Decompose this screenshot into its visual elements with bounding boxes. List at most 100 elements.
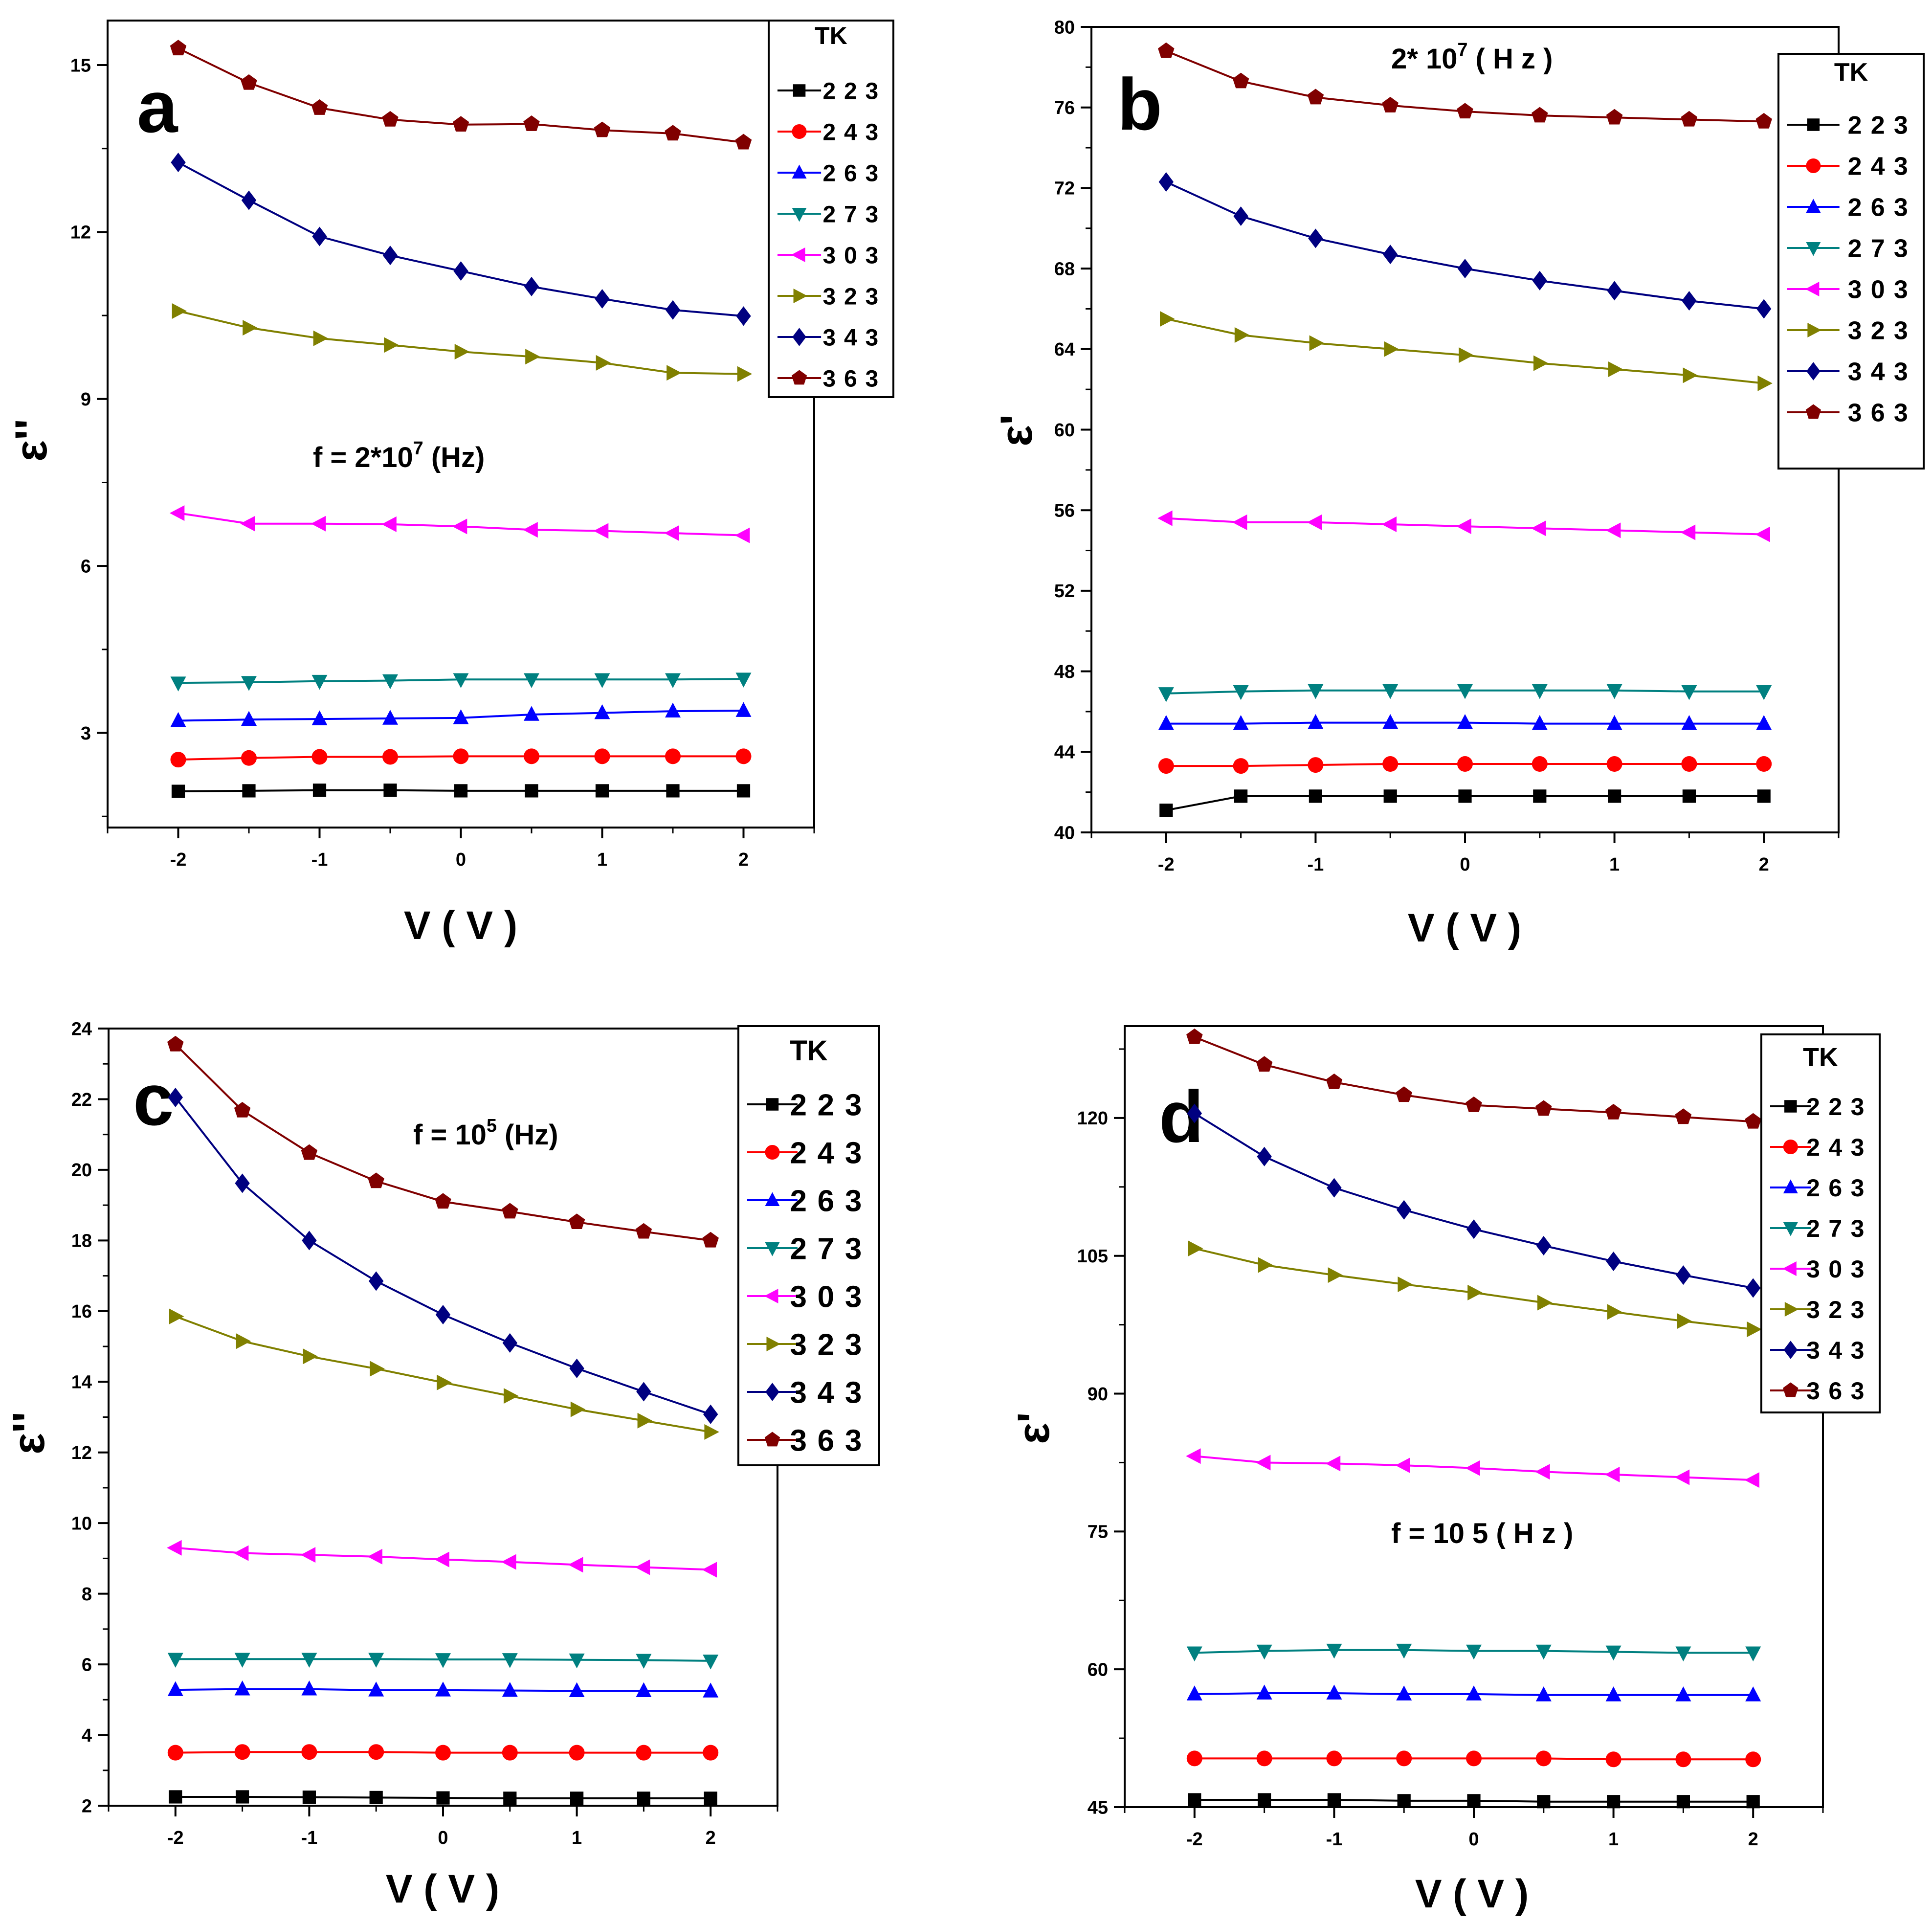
data-point [311, 99, 328, 115]
data-point [1681, 756, 1697, 772]
data-point [1606, 684, 1622, 699]
x-tick-label: 0 [456, 850, 466, 870]
y-tick-label: 44 [1054, 742, 1075, 763]
data-point [452, 116, 469, 132]
data-point [1757, 789, 1771, 803]
legend-marker [766, 1337, 780, 1351]
y-tick-label: 120 [1077, 1108, 1108, 1129]
data-point [569, 1745, 585, 1761]
data-point [369, 1271, 384, 1291]
legend-label: 263 [823, 160, 887, 186]
series-243 [170, 748, 752, 768]
series-273 [167, 1653, 719, 1670]
y-tick-label: 4 [82, 1725, 92, 1746]
data-point [594, 121, 611, 137]
data-point [369, 1791, 383, 1804]
data-point [702, 1562, 717, 1578]
series-323 [1188, 1240, 1762, 1338]
data-point [1744, 1472, 1759, 1488]
legend-label: 243 [823, 119, 887, 145]
data-point [1745, 1113, 1761, 1129]
data-point [1308, 757, 1324, 773]
data-point [704, 1792, 717, 1805]
legend-label: 273 [823, 202, 887, 227]
data-point [1327, 1178, 1342, 1198]
data-point [167, 1653, 183, 1668]
data-point [1258, 1793, 1271, 1807]
data-point [1532, 270, 1547, 291]
y-tick-label: 64 [1054, 339, 1075, 360]
data-point [1186, 1750, 1202, 1767]
data-point [384, 337, 399, 353]
data-point [1532, 684, 1548, 699]
data-point [452, 518, 467, 535]
data-point [1256, 1684, 1272, 1700]
plot-frame [1090, 26, 1840, 833]
legend-label: 223 [823, 78, 887, 104]
y-tick-label: 12 [71, 1443, 92, 1463]
data-point [704, 1424, 719, 1440]
frequency-annotation: f = 105 (Hz) [413, 1115, 558, 1151]
data-point [1745, 1646, 1761, 1661]
data-point [1606, 522, 1621, 538]
data-point [1532, 715, 1548, 730]
data-point [1756, 685, 1772, 700]
data-point [1234, 327, 1250, 343]
x-tick-label: 0 [1468, 1829, 1479, 1850]
data-point [1233, 758, 1249, 774]
series-263 [167, 1680, 719, 1698]
data-point [1677, 1313, 1692, 1329]
data-point [1746, 1795, 1760, 1809]
data-point [435, 1681, 451, 1697]
series-323 [1160, 311, 1773, 391]
data-point [367, 1548, 382, 1565]
legend-marker [1783, 1179, 1798, 1193]
data-point [568, 1557, 583, 1573]
legend-title: TK [1834, 58, 1868, 87]
legend-label: 343 [1848, 358, 1917, 386]
data-point [1326, 1074, 1343, 1089]
legend-marker [793, 84, 806, 97]
data-point [1605, 1104, 1622, 1120]
data-point [368, 1744, 384, 1760]
data-point [240, 515, 255, 532]
legend-label: 243 [1848, 153, 1917, 181]
data-point [1308, 684, 1324, 699]
legend-label: 273 [1848, 235, 1917, 263]
data-point [524, 673, 539, 688]
legend-marker [1784, 1302, 1799, 1317]
data-point [1535, 1464, 1550, 1480]
data-point [1535, 1750, 1552, 1767]
data-point [1606, 109, 1623, 125]
data-point [1680, 524, 1696, 540]
data-point [636, 1745, 652, 1761]
series-243 [167, 1744, 719, 1761]
data-point [1158, 715, 1174, 730]
data-point [1457, 103, 1473, 119]
data-point [702, 1232, 719, 1248]
legend-label: 343 [823, 325, 887, 351]
x-tick-label: -2 [170, 850, 187, 870]
data-point [737, 366, 753, 382]
legend-box [768, 20, 894, 398]
legend-marker [792, 328, 806, 346]
legend-label: 263 [790, 1184, 872, 1218]
data-point [1396, 1685, 1412, 1701]
series-243 [1158, 756, 1772, 774]
y-tick-label: 72 [1054, 179, 1075, 199]
legend-label: 223 [1848, 112, 1917, 140]
y-tick-label: 6 [82, 1655, 92, 1675]
series-363 [170, 40, 752, 150]
data-point [1681, 715, 1697, 730]
data-point [242, 784, 256, 798]
data-point [703, 1655, 719, 1670]
annotation-unit: (Hz) [423, 442, 485, 473]
data-point [1458, 789, 1472, 803]
data-point [735, 134, 752, 150]
legend-box [1777, 53, 1925, 470]
y-tick-label: 52 [1054, 581, 1075, 602]
data-point [435, 1305, 451, 1325]
annotation-base: f = 10 [413, 1119, 487, 1151]
data-point [1382, 684, 1399, 699]
